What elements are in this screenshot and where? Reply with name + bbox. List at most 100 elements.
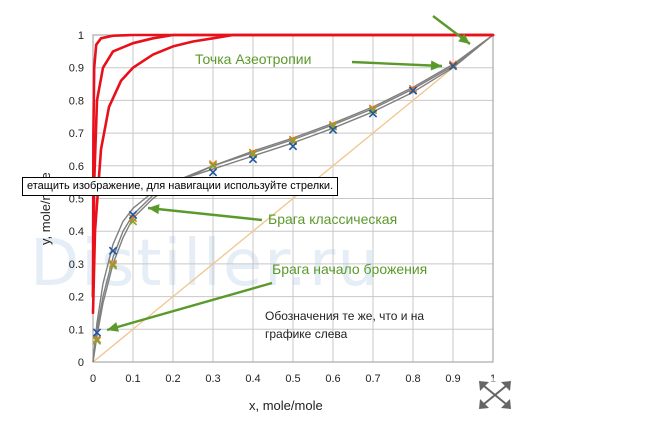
drag-hint-tooltip: етащить изображение, для навигации испол… [22,177,339,196]
marker-stroke [92,334,102,344]
marker-stroke [208,161,218,170]
curves [91,33,495,363]
green-data-point [328,122,338,131]
arrow-shaft [147,206,263,222]
y-tick-label: 0.1 [69,324,84,336]
orange-data-point [92,334,102,344]
arrow-top [432,15,471,45]
note-line-1: Обозначения те же, что и на [265,309,424,323]
equilibrium-curve [92,34,494,363]
blue-data-point [128,210,138,220]
y-tick-label: 0.5 [69,194,84,206]
arrow-braga-classic [147,204,263,222]
blue-data-point [288,142,298,151]
arrow-shaft [106,281,273,332]
orange-data-point [108,259,118,269]
marker-stroke [248,155,258,164]
orange-data-point [248,148,258,157]
x-axis-label: x, mole/mole [249,398,323,413]
blue-data-point [108,246,118,255]
orange-data-point [208,159,218,169]
marker-stroke [128,217,138,226]
y-tick-label: 0.2 [69,292,84,304]
orange-data-point [408,84,418,94]
y-tick-label: 0 [78,357,84,369]
marker-stroke [328,122,338,131]
x-tick-label: 0.8 [405,373,420,385]
marker-stroke [128,213,138,223]
marker-stroke [208,168,218,177]
red-curve [91,33,495,298]
red-curve [91,33,495,298]
blue-data-point [92,328,102,337]
marker-stroke [108,261,118,270]
arrow-azeotrope [351,60,443,71]
marker-stroke [368,106,378,115]
marker-stroke [108,246,118,255]
y-tick-label: 0.7 [69,128,84,140]
annotation-arrows [106,15,471,332]
diagonal-line [92,34,494,363]
arrow-head [458,33,470,44]
blue-data-point [448,61,458,71]
x-tick-label: 0.9 [445,373,460,385]
equilibrium-curve [92,34,494,363]
blue-data-point [248,155,258,164]
y-tick-label: 0.4 [69,226,84,238]
x-tick-label: 0.5 [285,373,300,385]
annotation-braga-start: Брага начало брожения [272,261,427,277]
blue-data-point [408,86,418,95]
x-tick-label: 0.6 [325,373,340,385]
marker-stroke [448,61,458,71]
x-tick-label: 0.1 [125,373,140,385]
blue-data-point [208,168,218,177]
marker-stroke [248,148,258,157]
marker-stroke [448,60,458,69]
x-tick-label: 0.3 [205,373,220,385]
x-tick-label: 0.4 [245,373,260,385]
y-tick-label: 0.8 [69,95,84,107]
green-data-point [108,261,118,270]
y-tick-label: 1 [78,30,84,42]
note-line-2: графике слева [265,327,348,341]
arrow-head [148,204,160,215]
green-data-point [368,106,378,115]
green-data-point [128,217,138,226]
marker-stroke [288,142,298,151]
marker-stroke [368,109,378,118]
blue-data-point [368,109,378,118]
marker-stroke [108,259,118,269]
marker-stroke [208,159,218,169]
green-data-point [92,336,102,345]
red-curve [91,33,495,315]
marker-stroke [92,328,102,337]
y-tick-label: 0.3 [69,259,84,271]
chart-background [22,0,522,420]
expand-arrows-icon[interactable] [476,378,514,412]
markers [92,60,458,345]
orange-data-point [288,135,298,144]
annotation-braga-classic: Брага классическая [268,211,397,227]
green-data-point [208,161,218,170]
marker-stroke [328,125,338,134]
arrow-braga-start [106,281,273,332]
orange-data-point [448,60,458,69]
orange-data-point [128,213,138,223]
arrow-head [107,322,119,332]
y-tick-label: 0.9 [69,63,84,75]
arrow-head [430,60,442,71]
x-tick-label: 0 [90,373,96,385]
y-tick-label: 0.6 [69,161,84,173]
x-tick-label: 0.2 [165,373,180,385]
marker-stroke [408,84,418,94]
marker-stroke [288,135,298,144]
arrow-shaft [351,60,443,68]
marker-stroke [128,210,138,220]
blue-data-point [328,125,338,134]
annotation-azeotrope: Точка Азеотропии [195,51,311,67]
marker-stroke [92,336,102,345]
x-tick-label: 0.7 [365,373,380,385]
marker-stroke [408,86,418,95]
equilibrium-curve [92,34,494,363]
